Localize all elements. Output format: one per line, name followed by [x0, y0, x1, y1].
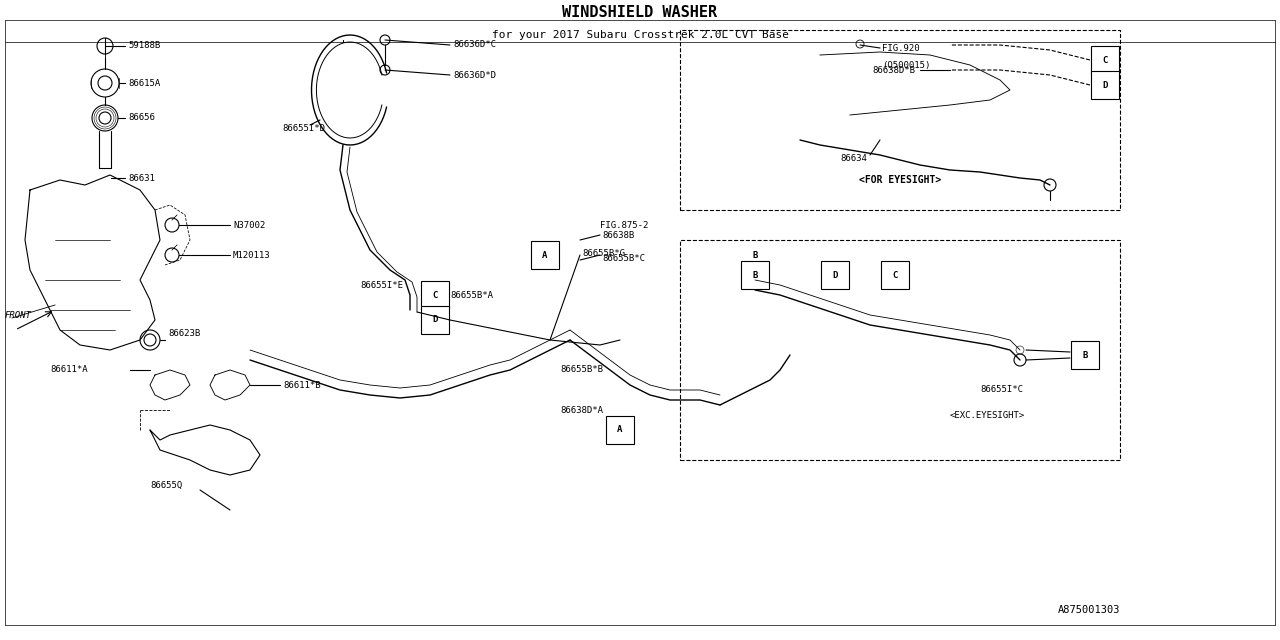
Text: 86636D*D: 86636D*D	[453, 70, 497, 79]
Text: M120113: M120113	[233, 250, 270, 259]
Text: 86655B*G: 86655B*G	[582, 248, 625, 257]
Text: C: C	[433, 291, 438, 300]
Bar	[1071, 341, 1100, 369]
Text: (Q500015): (Q500015)	[882, 61, 931, 70]
Text: B: B	[1083, 351, 1088, 360]
Bar	[741, 241, 769, 269]
Text: 86655B*A: 86655B*A	[451, 291, 493, 300]
Text: <EXC.EYESIGHT>: <EXC.EYESIGHT>	[950, 410, 1025, 419]
Text: D: D	[433, 316, 438, 324]
Bar	[605, 416, 634, 444]
Text: FIG.875-2: FIG.875-2	[600, 221, 649, 230]
Text: for your 2017 Subaru Crosstrek 2.0L CVT Base: for your 2017 Subaru Crosstrek 2.0L CVT …	[492, 30, 788, 40]
Bar	[881, 261, 909, 289]
Text: 86655B*C: 86655B*C	[602, 253, 645, 262]
Text: <FOR EYESIGHT>: <FOR EYESIGHT>	[859, 175, 941, 185]
Text: 86636D*C: 86636D*C	[453, 40, 497, 49]
Bar	[741, 261, 769, 289]
Text: 86611*A: 86611*A	[50, 365, 87, 374]
Text: FIG.920: FIG.920	[882, 44, 919, 52]
Text: 86655I*D: 86655I*D	[282, 124, 325, 132]
Text: 86655Q: 86655Q	[150, 481, 182, 490]
Text: WINDSHIELD WASHER: WINDSHIELD WASHER	[562, 4, 718, 19]
Text: B: B	[753, 271, 758, 280]
Bar	[1091, 46, 1119, 74]
Text: 86615A: 86615A	[128, 79, 160, 88]
Text: C: C	[1102, 56, 1107, 65]
Text: 86638D*B: 86638D*B	[872, 65, 915, 74]
Bar	[421, 306, 449, 334]
Text: D: D	[832, 271, 837, 280]
Text: A: A	[617, 426, 622, 435]
Text: N37002: N37002	[233, 221, 265, 230]
Text: 86634: 86634	[840, 154, 867, 163]
Text: 86655I*E: 86655I*E	[360, 280, 403, 289]
Text: B: B	[753, 250, 758, 259]
Bar	[1091, 71, 1119, 99]
Bar	[820, 261, 849, 289]
Text: A875001303: A875001303	[1057, 605, 1120, 615]
Text: A: A	[543, 250, 548, 259]
Text: 86611*B: 86611*B	[283, 381, 320, 390]
Text: 86655I*C: 86655I*C	[980, 385, 1023, 394]
Text: C: C	[892, 271, 897, 280]
Bar	[680, 30, 1120, 210]
Text: 86638D*A: 86638D*A	[561, 406, 603, 415]
Text: 86655B*B: 86655B*B	[561, 365, 603, 374]
Text: FRONT: FRONT	[5, 310, 32, 319]
Text: D: D	[1102, 81, 1107, 90]
Text: 59188B: 59188B	[128, 42, 160, 51]
Text: 86638B: 86638B	[602, 230, 635, 239]
Text: 86656: 86656	[128, 113, 155, 122]
Bar	[421, 281, 449, 309]
Text: 86631: 86631	[128, 173, 155, 182]
Bar	[531, 241, 559, 269]
Bar	[680, 240, 1120, 460]
Text: 86623B: 86623B	[168, 328, 200, 337]
